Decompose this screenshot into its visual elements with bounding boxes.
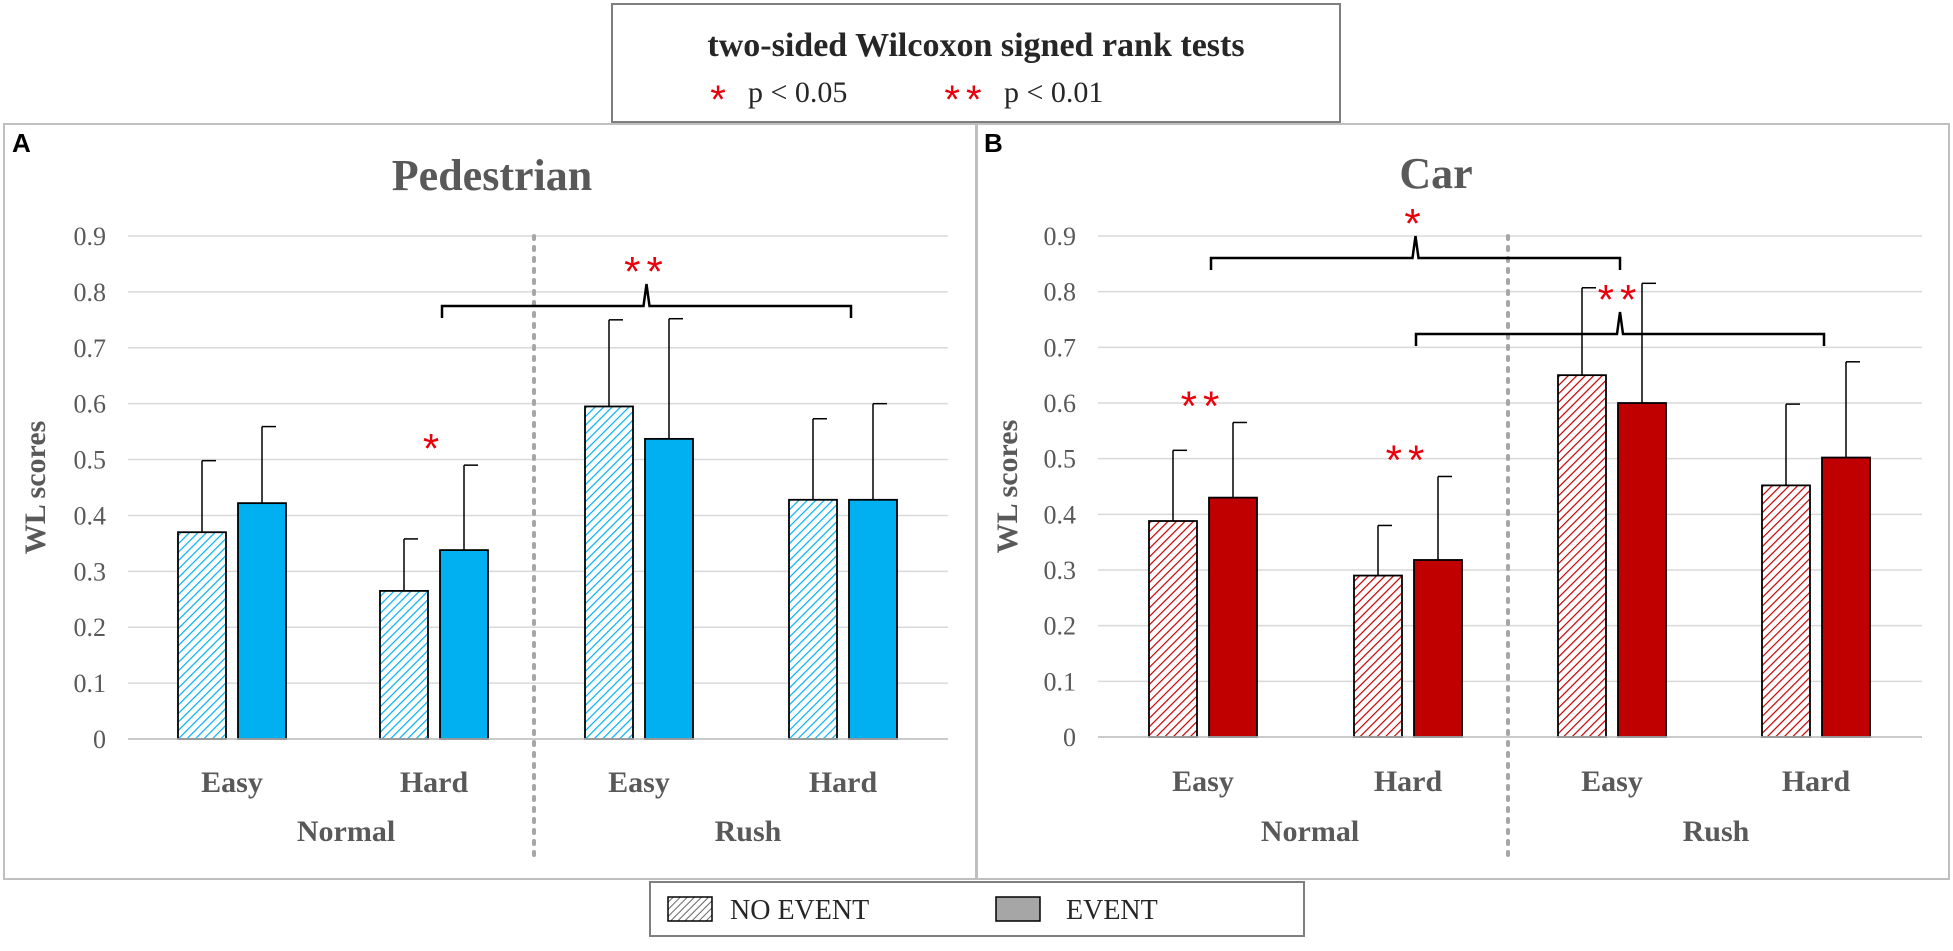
y-tick-label: 0.5 [74,446,107,475]
x-category-label: Hard [809,766,878,799]
significance-stars: ** [1386,436,1431,483]
y-tick-label: 0.1 [74,669,107,698]
bar-no-event [1557,374,1607,738]
y-tick-label: 0.5 [1044,445,1077,474]
bar-event [439,549,489,740]
y-tick-label: 0.7 [74,334,107,363]
y-tick-label: 0.3 [1044,556,1077,585]
legend-label-p01: p < 0.01 [1004,76,1103,109]
x-group-label: Normal [297,815,395,848]
significance-stars: ** [624,248,669,295]
chart-title: Pedestrian [392,151,592,200]
x-category-label: Hard [1374,765,1443,798]
car-chart: B Car 0 0.1 0.2 0.3 0.4 0.5 0.6 0.7 0.8 0.9 WL score… [984,128,1922,864]
panel-b-frame [976,123,1950,880]
legend-event-label: EVENT [1066,895,1158,926]
bar-no-event [379,589,429,740]
bar-event [1208,496,1258,738]
bar-event [848,498,898,740]
y-tick-label: 0.7 [1044,333,1077,362]
bar-no-event [1353,574,1403,738]
significance-stars: * [423,425,445,472]
y-tick-label: 0.6 [74,390,107,419]
bar-no-event [584,405,634,740]
bar-event [644,437,694,740]
significance-bracket [1414,311,1826,346]
legend-title: two-sided Wilcoxon signed rank tests [707,27,1244,64]
bar-event [1413,559,1463,738]
bar-event [237,502,287,740]
y-tick-label: 0.8 [1044,278,1077,307]
x-group-label: Rush [1683,815,1750,848]
legend-star-single: * [710,78,726,122]
significance-legend: two-sided Wilcoxon signed rank tests * p… [611,3,1341,123]
bar-no-event [788,498,838,740]
panel-label: A [12,128,31,158]
y-axis-label: WL scores [991,420,1024,554]
legend-swatch-event [995,896,1041,922]
significance-stars: ** [1598,276,1643,323]
y-tick-label: 0.4 [74,501,107,530]
y-tick-label: 0.8 [74,278,107,307]
y-tick-label: 0.3 [74,557,107,586]
bar-no-event [1761,484,1811,738]
bar-event [1821,456,1871,738]
bar-no-event [177,531,227,740]
chart-title: Car [1399,149,1472,198]
y-tick-label: 0.4 [1044,500,1077,529]
x-category-label: Easy [201,766,263,799]
x-category-label: Hard [400,766,469,799]
y-tick-label: 0 [1063,723,1076,752]
significance-stars: ** [1181,382,1226,429]
pedestrian-chart: A Pedestrian 0 0.1 0.2 0.3 0.4 0.5 0.6 0.7 0.8 0.9 W… [12,128,948,864]
legend-no-event-label: NO EVENT [730,895,869,926]
significance-stars: * [1404,200,1426,247]
y-tick-label: 0.2 [1044,612,1077,641]
x-group-label: Normal [1261,815,1359,848]
y-tick-label: 0 [93,725,106,754]
y-tick-label: 0.9 [74,222,107,251]
panel-label: B [984,128,1003,158]
significance-bracket [440,283,853,318]
x-category-label: Easy [1581,765,1643,798]
y-tick-label: 0.1 [1044,667,1077,696]
series-legend: NO EVENT EVENT [649,881,1305,937]
legend-swatch-no-event [667,896,713,922]
x-category-label: Easy [1172,765,1234,798]
y-tick-label: 0.9 [1044,222,1077,251]
bar-no-event [1148,520,1198,738]
x-group-label: Rush [715,815,782,848]
y-tick-label: 0.6 [1044,389,1077,418]
x-category-label: Hard [1782,765,1851,798]
y-axis-label: WL scores [19,421,52,555]
x-category-label: Easy [608,766,670,799]
legend-label-p05: p < 0.05 [748,76,847,109]
legend-star-double: ** [944,78,987,122]
y-tick-label: 0.2 [74,613,107,642]
bar-event [1617,402,1667,738]
significance-bracket [1209,235,1622,270]
